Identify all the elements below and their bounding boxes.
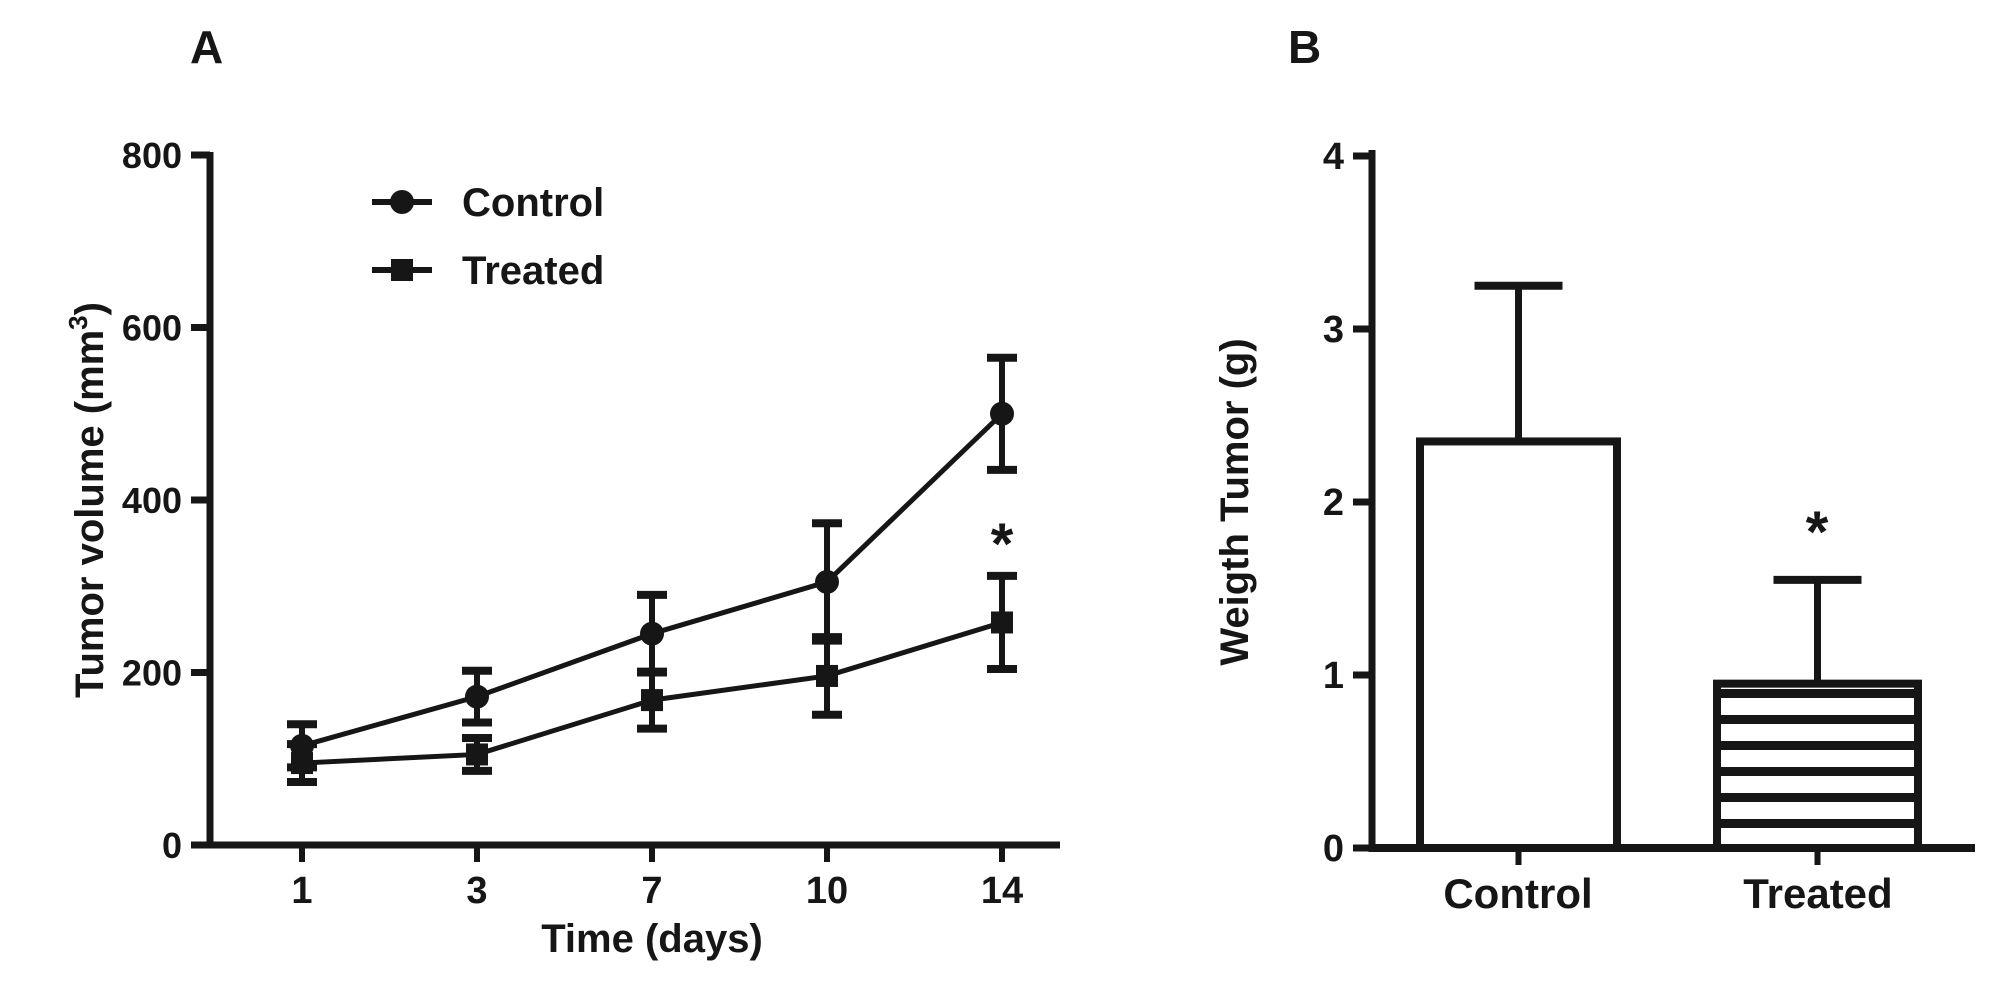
data-point-square-treated	[641, 689, 663, 712]
panel-a-y-title-superscript: 3	[63, 315, 93, 329]
panel-a-y-title-end: )	[68, 302, 112, 315]
legend-treated-square-marker	[391, 259, 413, 281]
data-point-square-treated	[816, 664, 838, 687]
data-point-circle-control	[815, 569, 839, 594]
panel-a-x-tick-label: 3	[466, 870, 487, 912]
data-point-square-treated	[291, 752, 313, 775]
panel-b-y-tick-label: 3	[1323, 309, 1344, 351]
data-point-circle-control	[465, 684, 489, 709]
panel-a-y-tick-label: 800	[122, 135, 182, 176]
panel-b-y-tick-label: 4	[1323, 136, 1344, 178]
panel-a-x-axis-title: Time (days)	[541, 917, 763, 961]
legend-control-label: Control	[462, 181, 604, 225]
panel-a-legend: Control Treated	[372, 181, 604, 293]
data-point-circle-control	[990, 401, 1014, 426]
data-point-square-treated	[991, 611, 1013, 634]
panel-a-y-tick-label: 200	[122, 653, 182, 694]
data-point-circle-control	[640, 621, 664, 646]
panel-a-plot: 0 200 400 600 800 1 3 7 10 14	[122, 135, 1060, 912]
panel-b-category-label-treated: Treated	[1743, 870, 1892, 917]
legend-control-circle-marker	[390, 190, 414, 214]
panel-a-y-axis-title: Tumor volume (mm3)	[63, 302, 112, 698]
panel-a-x-tick-label: 10	[806, 870, 848, 912]
panel-b-plot: 0 1 2 3 4	[1323, 136, 1975, 870]
bar-control	[1416, 437, 1621, 852]
panel-a-x-tick-label: 7	[641, 870, 662, 912]
panel-b-significance-asterisk: *	[1806, 500, 1829, 565]
panel-b-y-axis-title: Weigth Tumor (g)	[1213, 338, 1257, 665]
panel-a-letter: A	[190, 21, 223, 73]
panel-a-y-tick-label: 600	[122, 308, 182, 349]
panel-a: A Tumor volume (mm3) Time (days) Control…	[63, 21, 1060, 961]
panel-a-x-tick-label: 1	[291, 870, 312, 912]
panel-b-y-tick-label: 2	[1323, 482, 1344, 524]
panel-b-letter: B	[1288, 21, 1321, 73]
panel-b-y-tick-label: 1	[1323, 655, 1344, 697]
panel-b: B Weigth Tumor (g) 0 1 2 3 4 Control Treated…	[1213, 21, 1975, 917]
panel-a-y-tick-label: 0	[162, 825, 182, 866]
panel-a-y-tick-label: 400	[122, 480, 182, 521]
legend-treated-label: Treated	[462, 249, 604, 293]
panel-a-y-title-main: Tumor volume (mm	[68, 330, 112, 698]
panel-a-significance-asterisk: *	[991, 512, 1014, 577]
panel-b-category-label-control: Control	[1443, 870, 1592, 917]
panel-a-x-tick-label: 14	[981, 870, 1023, 912]
panel-b-y-tick-label: 0	[1323, 828, 1344, 870]
data-point-square-treated	[466, 743, 488, 766]
bar-treated	[1713, 679, 1922, 853]
